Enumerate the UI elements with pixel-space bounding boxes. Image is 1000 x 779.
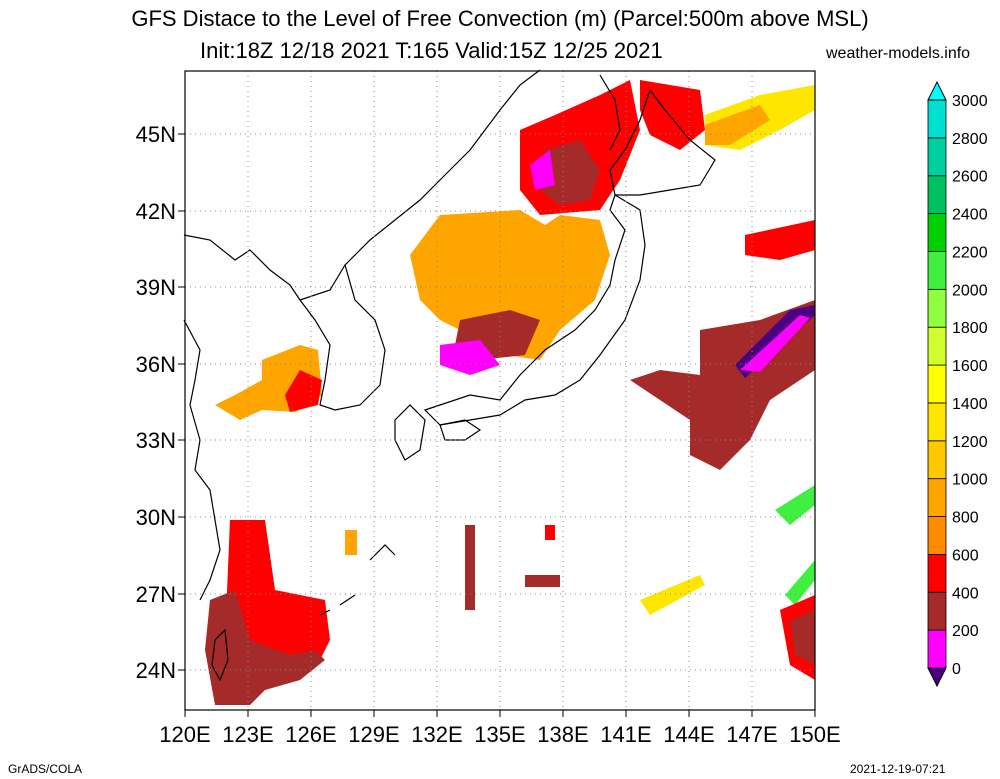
colorbar-label: 1000 <box>952 472 988 489</box>
colorbar-label: 800 <box>952 510 979 527</box>
colorbar-label: 0 <box>952 661 961 678</box>
chart-title: GFS Distace to the Level of Free Convect… <box>131 6 869 31</box>
gridlines <box>185 71 815 710</box>
field-se-green2 <box>785 560 815 605</box>
coast-shikoku <box>439 419 482 441</box>
colorbar-segment <box>927 137 947 177</box>
field-south-brown <box>205 590 325 705</box>
field-pixel <box>545 525 555 540</box>
colorbar-label: 2400 <box>952 207 988 224</box>
colorbar-label: 2800 <box>952 131 988 148</box>
coast-honshu <box>423 194 646 426</box>
field-korea-red <box>285 370 322 412</box>
field-japansea-brown2 <box>540 140 600 205</box>
lat-label: 30N <box>136 505 176 530</box>
footer-right: 2021-12-19-07:21 <box>850 762 946 776</box>
lon-label: 135E <box>474 722 525 747</box>
lat-label: 27N <box>136 582 176 607</box>
colorbar-segment <box>927 591 947 631</box>
colorbar-segment <box>927 478 947 517</box>
colorbar-segment <box>927 326 947 366</box>
lon-label: 144E <box>663 722 714 747</box>
colorbar-label: 2000 <box>952 282 988 299</box>
colorbar-label: 1600 <box>952 358 988 375</box>
colorbar-label: 1400 <box>952 396 988 413</box>
colorbar-label: 1200 <box>952 434 988 451</box>
field-northeast-orange <box>705 105 770 145</box>
lat-labels: 45N 42N 39N 36N 33N 30N 27N 24N <box>136 122 176 683</box>
colorbar-label: 1800 <box>952 320 988 337</box>
colorbar-label: 3000 <box>952 93 988 110</box>
lon-labels: 120E 123E 126E 129E 132E 135E 138E 141E … <box>159 722 840 747</box>
coast-sakhalin <box>599 74 621 151</box>
coast-kyushu <box>394 404 426 461</box>
lat-label: 39N <box>136 275 176 300</box>
colorbar-label: 600 <box>952 547 979 564</box>
lon-label: 123E <box>222 722 273 747</box>
colorbar-min-arrow <box>927 667 947 688</box>
colorbar-max-arrow <box>927 80 947 101</box>
coast-ryukyu <box>319 544 396 616</box>
colorbar: 0 200 400 600 800 1000 1200 1400 1600 1800 2000 220… <box>927 80 988 688</box>
lon-label: 147E <box>726 722 777 747</box>
field-pixel <box>345 530 357 555</box>
lon-label: 141E <box>600 722 651 747</box>
field-pixel <box>525 575 560 587</box>
colorbar-segment <box>927 440 947 480</box>
lat-label: 42N <box>136 199 176 224</box>
lat-label: 36N <box>136 352 176 377</box>
field-east-magenta <box>740 315 810 372</box>
colorbar-label: 200 <box>952 623 979 640</box>
lat-label: 33N <box>136 428 176 453</box>
colorbar-segment <box>927 516 947 555</box>
colorbar-segment <box>927 288 947 328</box>
lon-label: 132E <box>411 722 462 747</box>
colorbar-label: 2200 <box>952 244 988 261</box>
colorbar-segment <box>927 402 947 442</box>
lon-label: 126E <box>285 722 336 747</box>
lon-label: 150E <box>789 722 840 747</box>
site-label: weather-models.info <box>826 45 971 62</box>
field-japansea-magenta <box>440 340 500 375</box>
lon-label: 138E <box>537 722 588 747</box>
colorbar-label: 2600 <box>952 169 988 186</box>
tick-marks <box>178 133 816 717</box>
lat-label: 45N <box>136 122 176 147</box>
coast-china-east <box>183 319 221 601</box>
colorbar-segment <box>927 251 947 290</box>
field-se-brown <box>790 610 815 665</box>
colorbar-segment <box>927 629 947 669</box>
colorbar-segment <box>927 364 947 404</box>
coast-hokkaido <box>609 88 716 196</box>
field-south-red <box>225 520 330 670</box>
field-pixel <box>465 525 475 610</box>
chart-subtitle: Init:18Z 12/18 2021 T:165 Valid:15Z 12/2… <box>200 38 663 63</box>
field-japansea-magenta2 <box>530 150 555 190</box>
colorbar-label: 400 <box>952 585 979 602</box>
colorbar-segment <box>927 99 947 139</box>
colorbar-segment <box>927 175 947 215</box>
colorbar-segment <box>927 213 947 252</box>
field-layer <box>205 80 815 705</box>
lon-label: 120E <box>159 722 210 747</box>
footer-left: GrADS/COLA <box>8 762 83 776</box>
colorbar-segment <box>927 554 947 593</box>
field-se-yellow <box>640 575 705 615</box>
coast-taiwan <box>211 628 229 682</box>
lon-label: 129E <box>348 722 399 747</box>
coast-korea <box>299 264 386 411</box>
field-east-red <box>745 220 815 260</box>
field-se-green <box>775 485 815 525</box>
lat-label: 24N <box>136 658 176 683</box>
